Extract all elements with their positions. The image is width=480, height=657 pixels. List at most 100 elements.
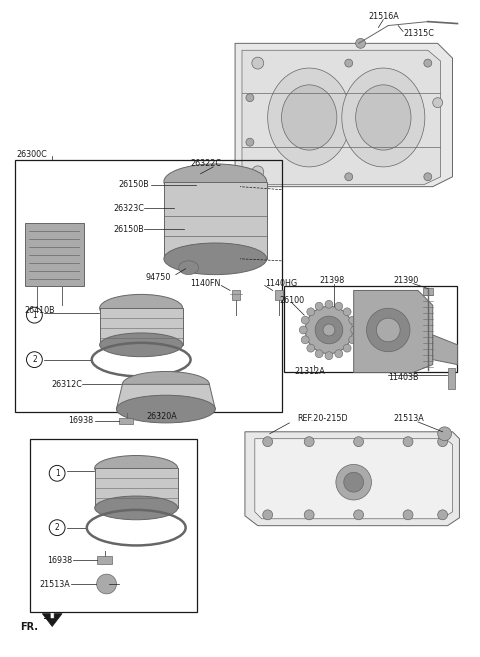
Ellipse shape (342, 68, 425, 167)
Polygon shape (354, 290, 433, 373)
Circle shape (345, 59, 353, 67)
Bar (285, 286, 457, 373)
Ellipse shape (281, 85, 337, 150)
Circle shape (300, 326, 307, 334)
Circle shape (246, 138, 254, 146)
Circle shape (335, 302, 343, 310)
Circle shape (343, 308, 351, 316)
Circle shape (403, 510, 413, 520)
Circle shape (345, 173, 353, 181)
Text: 2: 2 (55, 523, 60, 532)
Ellipse shape (185, 221, 208, 237)
Circle shape (304, 510, 314, 520)
Circle shape (304, 437, 314, 447)
Circle shape (49, 465, 65, 481)
Polygon shape (232, 290, 240, 300)
Text: 21513A: 21513A (39, 579, 70, 589)
Circle shape (315, 350, 323, 357)
Polygon shape (447, 367, 456, 390)
Text: 21312A: 21312A (294, 367, 325, 376)
Circle shape (26, 351, 42, 367)
Circle shape (424, 59, 432, 67)
Ellipse shape (95, 496, 178, 520)
Circle shape (438, 427, 452, 441)
Ellipse shape (268, 68, 351, 167)
Ellipse shape (356, 85, 411, 150)
Polygon shape (100, 308, 183, 345)
Text: 21390: 21390 (393, 276, 419, 285)
Polygon shape (245, 432, 459, 526)
Circle shape (26, 307, 42, 323)
Circle shape (301, 316, 309, 324)
Ellipse shape (175, 198, 206, 219)
Ellipse shape (100, 294, 183, 322)
Text: 1: 1 (32, 311, 37, 320)
Circle shape (96, 574, 117, 594)
Circle shape (343, 344, 351, 352)
Bar (30, 439, 196, 612)
Circle shape (263, 510, 273, 520)
Polygon shape (117, 384, 216, 409)
Circle shape (49, 520, 65, 535)
Text: 26323C: 26323C (113, 204, 144, 213)
Circle shape (376, 318, 400, 342)
Ellipse shape (164, 164, 267, 200)
Text: 26300C: 26300C (17, 150, 48, 158)
Circle shape (323, 324, 335, 336)
Polygon shape (242, 50, 441, 185)
Ellipse shape (122, 371, 209, 397)
Text: 16938: 16938 (47, 556, 72, 565)
Circle shape (252, 57, 264, 69)
Text: 94750: 94750 (145, 273, 171, 282)
Text: 1: 1 (55, 469, 60, 478)
Polygon shape (95, 468, 178, 508)
Circle shape (438, 437, 447, 447)
Polygon shape (433, 335, 457, 365)
Circle shape (252, 166, 264, 178)
Text: 26322C: 26322C (191, 160, 222, 168)
Circle shape (424, 173, 432, 181)
Bar (14, 160, 281, 412)
Circle shape (351, 326, 359, 334)
Polygon shape (42, 614, 62, 627)
Text: 21516A: 21516A (369, 12, 399, 21)
Circle shape (344, 472, 363, 492)
Circle shape (349, 336, 357, 344)
Polygon shape (96, 556, 111, 564)
Ellipse shape (179, 261, 199, 275)
Circle shape (367, 308, 410, 351)
Circle shape (335, 350, 343, 357)
Circle shape (356, 38, 366, 48)
Text: 26410B: 26410B (24, 306, 55, 315)
Polygon shape (275, 290, 283, 300)
Circle shape (433, 98, 443, 108)
Ellipse shape (100, 333, 183, 357)
Text: 11403B: 11403B (388, 373, 419, 382)
Circle shape (315, 302, 323, 310)
Text: 21315C: 21315C (403, 29, 434, 38)
Circle shape (307, 308, 315, 316)
Circle shape (325, 351, 333, 359)
Circle shape (354, 437, 363, 447)
Circle shape (403, 437, 413, 447)
Text: 2: 2 (32, 355, 37, 364)
Text: 16938: 16938 (69, 417, 94, 426)
Circle shape (301, 336, 309, 344)
Polygon shape (255, 439, 453, 519)
Circle shape (349, 316, 357, 324)
Text: REF.20-215D: REF.20-215D (297, 415, 348, 424)
Polygon shape (423, 288, 433, 296)
Text: 26320A: 26320A (146, 413, 177, 421)
Polygon shape (164, 182, 267, 259)
Text: 1140FN: 1140FN (190, 279, 220, 288)
Circle shape (305, 306, 353, 353)
Circle shape (315, 316, 343, 344)
Circle shape (246, 94, 254, 102)
Circle shape (354, 510, 363, 520)
Text: 1140HG: 1140HG (264, 279, 297, 288)
Text: 26150B: 26150B (113, 225, 144, 234)
Text: 21513A: 21513A (393, 415, 424, 424)
Text: 26100: 26100 (279, 296, 305, 305)
Ellipse shape (117, 396, 216, 423)
Polygon shape (120, 418, 133, 424)
